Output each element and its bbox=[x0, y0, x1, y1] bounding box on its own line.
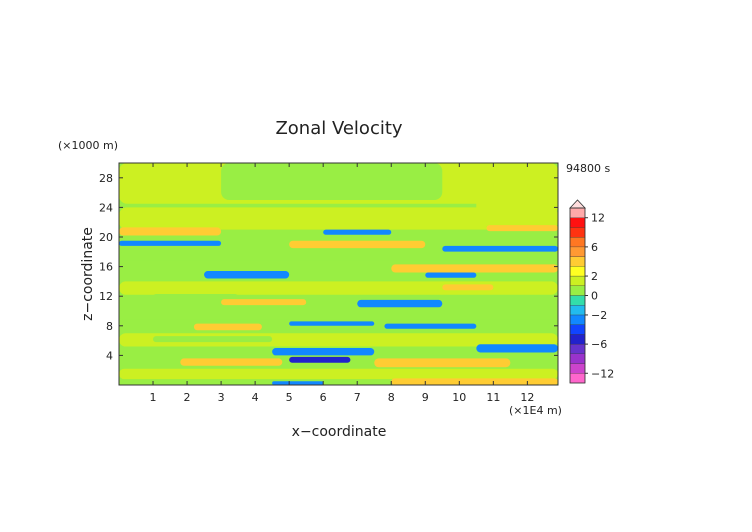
colorbar-swatch bbox=[569, 324, 586, 335]
colorbar-tick-label: 12 bbox=[591, 212, 605, 225]
y-tick-label: 4 bbox=[106, 349, 113, 362]
contour-band bbox=[193, 323, 262, 331]
contour-field bbox=[119, 163, 558, 385]
contour-band bbox=[391, 264, 558, 273]
contour-band bbox=[289, 240, 426, 249]
y-axis-title: z−coordinate bbox=[80, 227, 96, 321]
contour-band bbox=[486, 225, 558, 232]
y-tick-label: 24 bbox=[99, 201, 113, 214]
contour-band bbox=[425, 272, 477, 278]
colorbar-swatch bbox=[569, 314, 586, 325]
contour-band bbox=[442, 245, 558, 252]
contour-band bbox=[272, 348, 375, 356]
x-tick-label: 2 bbox=[184, 391, 191, 404]
contour-band bbox=[221, 299, 307, 306]
time-label: 94800 s bbox=[566, 162, 610, 175]
y-tick-label: 20 bbox=[99, 231, 113, 244]
contour-band bbox=[357, 299, 443, 308]
colorbar-swatch bbox=[569, 275, 586, 286]
colorbar: 12 6 2 0 −2 −6 −12 bbox=[569, 199, 614, 384]
colorbar-swatch bbox=[569, 343, 586, 354]
contour-band bbox=[119, 207, 558, 230]
colorbar-swatch bbox=[569, 246, 586, 257]
contour-band bbox=[442, 284, 494, 291]
x-tick-label: 7 bbox=[354, 391, 361, 404]
colorbar-swatch bbox=[569, 285, 586, 296]
y-tick-label: 12 bbox=[99, 290, 113, 303]
x-tick-label: 8 bbox=[388, 391, 395, 404]
contour-band bbox=[221, 163, 443, 200]
contour-band bbox=[384, 323, 477, 329]
x-tick-label: 4 bbox=[252, 391, 259, 404]
contour-band bbox=[391, 378, 558, 385]
colorbar-tick-label: −6 bbox=[591, 338, 607, 351]
x-tick-label: 12 bbox=[520, 391, 534, 404]
x-tick-label: 1 bbox=[150, 391, 157, 404]
contour-band bbox=[153, 293, 239, 300]
x-tick-label: 9 bbox=[422, 391, 429, 404]
colorbar-swatch bbox=[569, 256, 586, 267]
colorbar-swatch bbox=[569, 334, 586, 345]
colorbar-swatch bbox=[569, 363, 586, 374]
y-tick-label: 8 bbox=[106, 320, 113, 333]
colorbar-tick-label: −2 bbox=[591, 309, 607, 322]
colorbar-swatch bbox=[569, 237, 586, 248]
contour-band bbox=[272, 381, 324, 385]
colorbar-tick-label: 6 bbox=[591, 241, 598, 254]
contour-band bbox=[119, 368, 558, 380]
contour-band bbox=[153, 336, 273, 343]
y-unit-label: (×1000 m) bbox=[58, 139, 118, 152]
contour-band bbox=[289, 321, 375, 326]
colorbar-tick-label: −12 bbox=[591, 367, 614, 380]
x-unit-label: (×1E4 m) bbox=[509, 404, 562, 417]
contour-band bbox=[374, 358, 511, 368]
y-tick-label: 16 bbox=[99, 261, 113, 274]
contour-band bbox=[204, 271, 290, 279]
colorbar-tick-label: 0 bbox=[591, 290, 598, 303]
colorbar-swatch bbox=[569, 217, 586, 228]
contour-band bbox=[476, 344, 558, 353]
colorbar-swatch bbox=[569, 227, 586, 238]
contour-band bbox=[180, 358, 283, 366]
x-tick-label: 6 bbox=[320, 391, 327, 404]
colorbar-swatch bbox=[569, 266, 586, 277]
chart-title: Zonal Velocity bbox=[275, 118, 402, 139]
contour-band bbox=[119, 240, 222, 246]
colorbar-swatch bbox=[569, 373, 586, 384]
x-axis-title: x−coordinate bbox=[292, 424, 387, 440]
contour-band bbox=[119, 251, 558, 261]
contour-band bbox=[119, 227, 222, 236]
x-tick-label: 3 bbox=[218, 391, 225, 404]
contour-band bbox=[323, 229, 392, 235]
x-tick-label: 5 bbox=[286, 391, 293, 404]
colorbar-top-arrow bbox=[569, 199, 586, 209]
contour-band bbox=[476, 163, 558, 215]
y-tick-label: 28 bbox=[99, 172, 113, 185]
contour-band bbox=[289, 356, 351, 363]
colorbar-swatch bbox=[569, 305, 586, 316]
colorbar-swatch bbox=[569, 295, 586, 306]
colorbar-tick-label: 2 bbox=[591, 270, 598, 283]
y-axis: 4 8 12 16 20 24 28 bbox=[99, 172, 558, 362]
colorbar-swatch bbox=[569, 207, 586, 218]
contour-band bbox=[119, 309, 558, 320]
x-axis: 1 2 3 4 5 6 7 8 9 10 11 12 bbox=[150, 163, 534, 404]
x-tick-label: 10 bbox=[452, 391, 466, 404]
x-tick-label: 11 bbox=[486, 391, 500, 404]
colorbar-swatch bbox=[569, 353, 586, 364]
plot-frame bbox=[118, 162, 559, 386]
